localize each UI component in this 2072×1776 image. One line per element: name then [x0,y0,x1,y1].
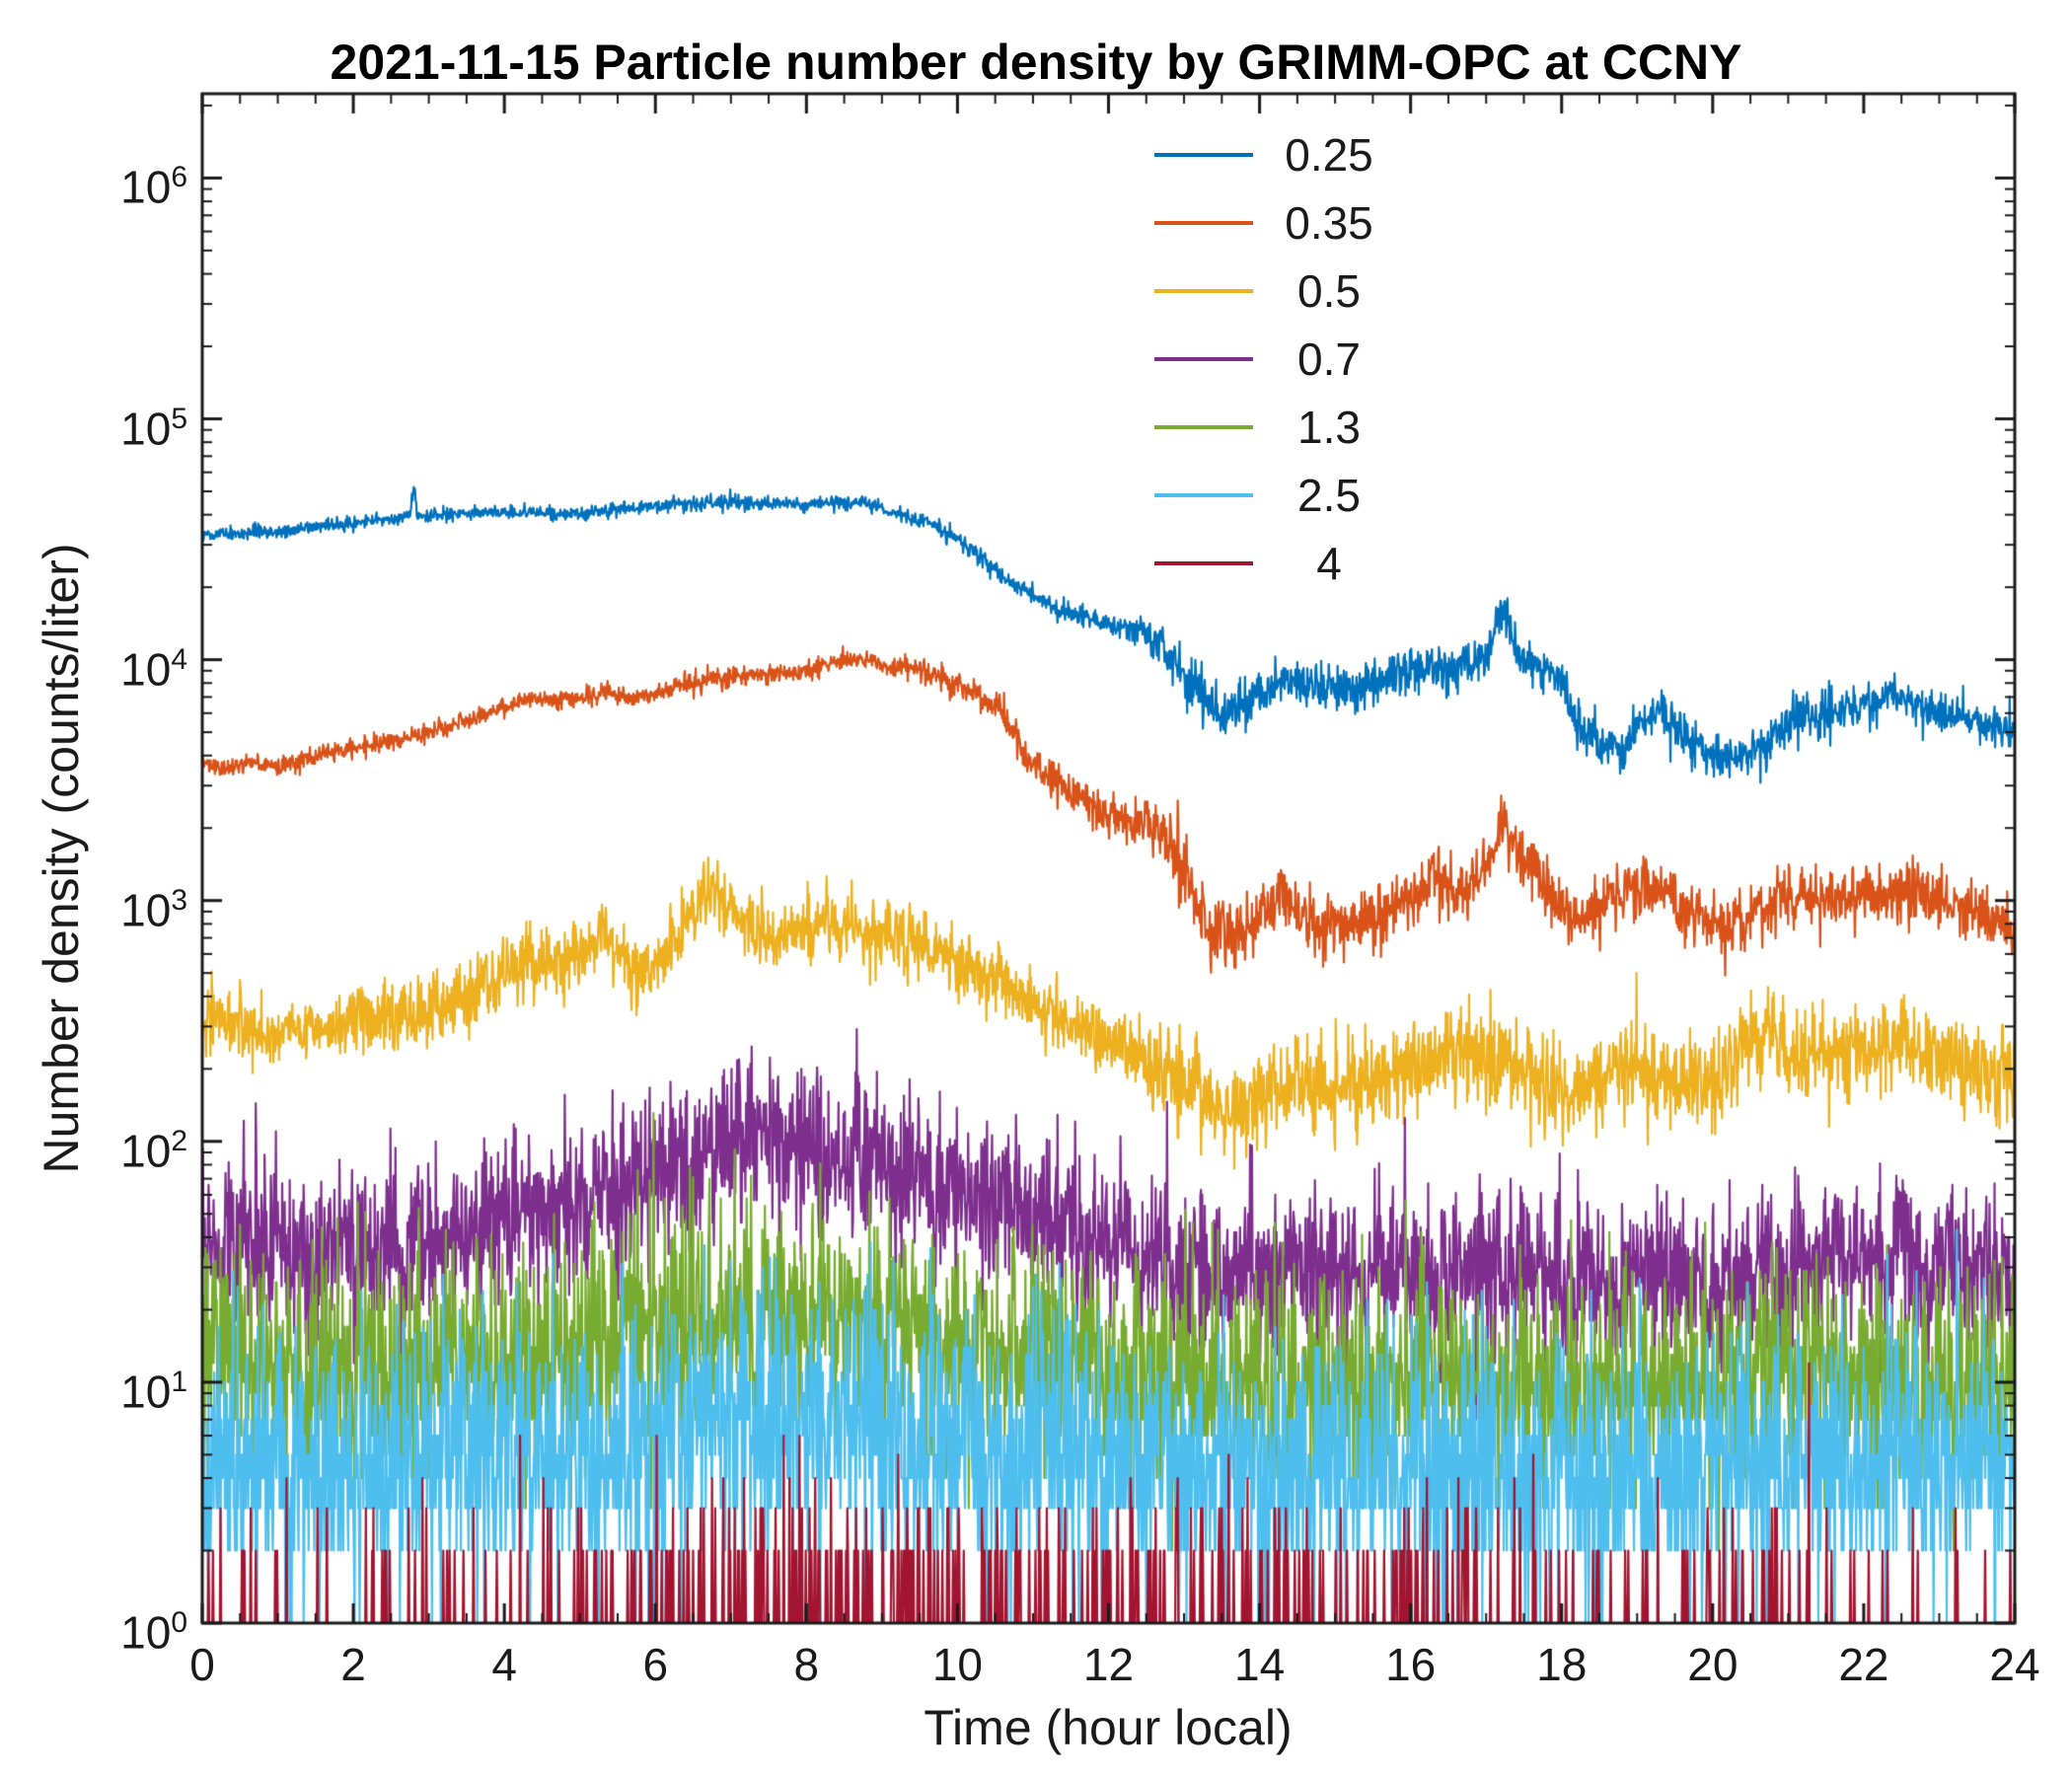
legend-line-swatch [1154,288,1253,293]
x-tick-label: 4 [491,1639,517,1690]
legend-label: 1.3 [1297,401,1361,453]
legend: 0.25 0.35 0.5 0.7 1.3 2.5 4 [1154,120,1393,597]
y-tick-label: 101 [120,1365,187,1418]
x-tick-label: 2 [340,1639,366,1690]
legend-line-swatch [1154,220,1253,225]
legend-entry: 1.3 [1154,393,1393,461]
legend-label: 0.35 [1285,196,1373,249]
x-tick-label: 24 [1989,1639,2040,1690]
legend-label: 2.5 [1297,469,1361,521]
legend-label: 4 [1316,537,1342,589]
legend-label: 0.25 [1285,128,1373,181]
y-tick-label: 103 [120,883,187,936]
y-tick-label: 100 [120,1606,187,1659]
legend-line-swatch [1154,424,1253,429]
legend-entry: 0.7 [1154,325,1393,393]
legend-line-swatch [1154,152,1253,157]
x-tick-label: 6 [642,1639,669,1690]
legend-label: 0.7 [1297,333,1361,385]
x-tick-label: 16 [1385,1639,1437,1690]
legend-entry: 0.25 [1154,120,1393,188]
legend-line-swatch [1154,356,1253,361]
y-tick-label: 104 [120,642,187,695]
x-tick-label: 22 [1838,1639,1889,1690]
y-tick-label: 106 [120,161,187,213]
y-tick-label: 105 [120,402,187,454]
x-tick-label: 20 [1687,1639,1739,1690]
x-axis-label: Time (hour local) [924,1700,1293,1755]
legend-entry: 0.5 [1154,257,1393,325]
x-tick-label: 10 [931,1639,983,1690]
legend-entry: 0.35 [1154,188,1393,257]
legend-entry: 2.5 [1154,461,1393,529]
x-tick-label: 14 [1233,1639,1286,1690]
legend-line-swatch [1154,560,1253,565]
legend-line-swatch [1154,492,1253,497]
x-tick-label: 0 [189,1639,215,1690]
legend-label: 0.5 [1297,264,1361,317]
x-tick-label: 8 [793,1639,820,1690]
x-tick-label: 18 [1536,1639,1588,1690]
y-tick-label: 102 [120,1124,187,1177]
chart-title: 2021-11-15 Particle number density by GR… [330,35,1742,90]
x-tick-label: 12 [1082,1639,1135,1690]
legend-entry: 4 [1154,529,1393,597]
